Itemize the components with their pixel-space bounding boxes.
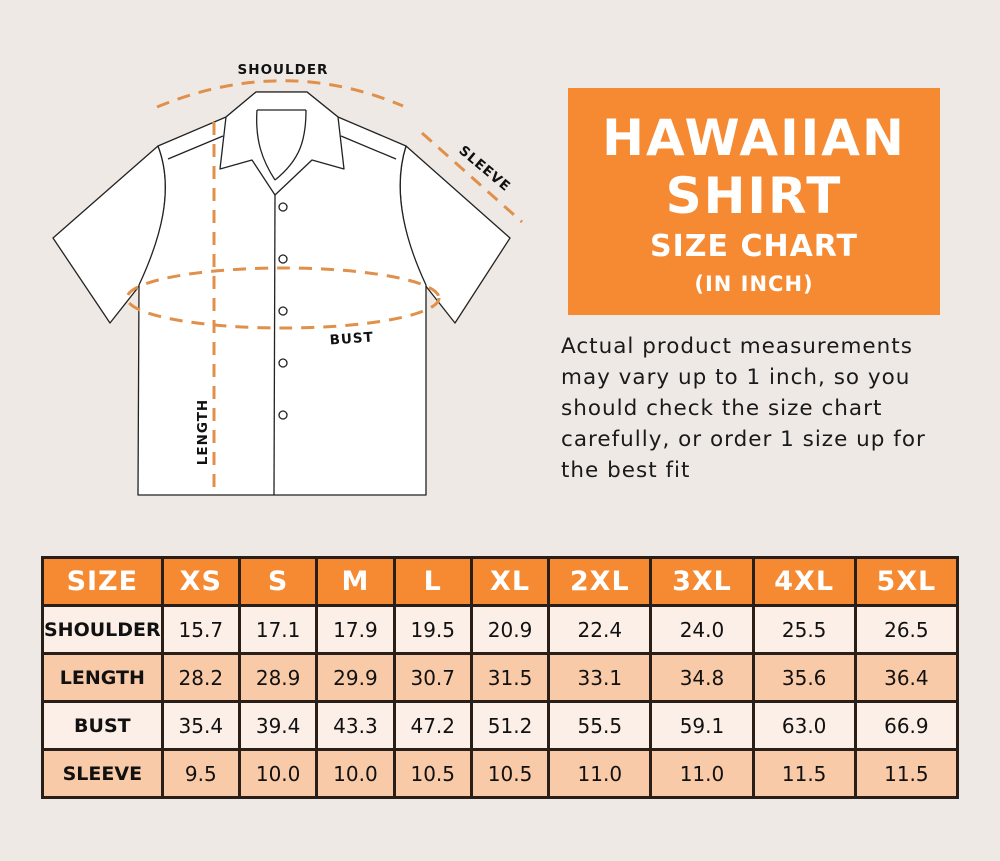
table-cell: 30.7 xyxy=(392,652,473,703)
table-cell: 26.5 xyxy=(853,604,960,655)
header-size-m: M xyxy=(315,556,396,607)
table-cell: 34.8 xyxy=(649,652,755,703)
header-size-5xl: 5XL xyxy=(853,556,960,607)
shoulder-measure-line xyxy=(156,79,404,109)
table-cell: 28.2 xyxy=(160,652,241,703)
note-line: may vary up to 1 inch, so you xyxy=(561,365,911,390)
table-cell: 66.9 xyxy=(853,700,960,751)
table-cell: 17.9 xyxy=(315,604,396,655)
table-cell: 19.5 xyxy=(392,604,473,655)
title-line-2: SHIRT xyxy=(665,167,843,225)
table-cell: 11.0 xyxy=(649,748,755,799)
header-size-4xl: 4XL xyxy=(751,556,857,607)
row-label: SHOULDER xyxy=(41,604,164,655)
table-cell: 55.5 xyxy=(547,700,653,751)
header-size-3xl: 3XL xyxy=(649,556,755,607)
header-size-l: L xyxy=(392,556,473,607)
table-cell: 11.5 xyxy=(853,748,960,799)
table-cell: 63.0 xyxy=(751,700,857,751)
header-size-xl: XL xyxy=(469,556,551,607)
table-cell: 24.0 xyxy=(649,604,755,655)
table-cell: 20.9 xyxy=(469,604,551,655)
table-row-shoulder: SHOULDER 15.7 17.1 17.9 19.5 20.9 22.4 24.0 25.5… xyxy=(41,604,960,655)
table-row-sleeve: SLEEVE 9.5 10.0 10.0 10.5 10.5 11.0 11.0 11.5 11.… xyxy=(41,748,960,799)
note-line: Actual product measurements xyxy=(561,334,913,359)
table-row-bust: BUST 35.4 39.4 43.3 47.2 51.2 55.5 59.1 63.0 66.9 xyxy=(41,700,960,751)
row-label: SLEEVE xyxy=(41,748,164,799)
size-table: SIZE XS S M L XL 2XL 3XL 4XL 5XL SHOULDER 15.7 17.1… xyxy=(41,556,960,799)
table-cell: 33.1 xyxy=(547,652,653,703)
row-label: LENGTH xyxy=(41,652,164,703)
table-cell: 15.7 xyxy=(160,604,241,655)
sleeve-measure-line xyxy=(421,131,523,224)
table-cell: 11.5 xyxy=(751,748,857,799)
table-cell: 47.2 xyxy=(392,700,473,751)
subtitle: SIZE CHART xyxy=(649,229,859,264)
table-cell: 9.5 xyxy=(160,748,241,799)
measurement-note: Actual product measurements may vary up … xyxy=(561,331,926,486)
table-cell: 35.6 xyxy=(751,652,857,703)
unit-label: (IN INCH) xyxy=(694,272,814,296)
table-cell: 10.5 xyxy=(392,748,473,799)
note-line: should check the size chart xyxy=(561,396,883,421)
table-cell: 43.3 xyxy=(315,700,396,751)
table-cell: 10.0 xyxy=(237,748,319,799)
note-line: the best fit xyxy=(561,458,691,483)
table-cell: 39.4 xyxy=(237,700,319,751)
table-cell: 25.5 xyxy=(751,604,857,655)
table-cell: 51.2 xyxy=(469,700,551,751)
table-cell: 17.1 xyxy=(237,604,319,655)
table-row-length: LENGTH 28.2 28.9 29.9 30.7 31.5 33.1 34.8 35.6 36… xyxy=(41,652,960,703)
table-cell: 36.4 xyxy=(853,652,960,703)
note-line: carefully, or order 1 size up for xyxy=(561,427,926,452)
length-label: LENGTH xyxy=(195,399,211,465)
table-cell: 31.5 xyxy=(469,652,551,703)
table-cell: 29.9 xyxy=(315,652,396,703)
table-cell: 59.1 xyxy=(649,700,755,751)
shoulder-label: SHOULDER xyxy=(238,62,329,78)
title-line-1: HAWAIIAN xyxy=(602,109,906,167)
bust-label: BUST xyxy=(329,329,374,348)
table-cell: 11.0 xyxy=(547,748,653,799)
table-cell: 28.9 xyxy=(237,652,319,703)
row-label: BUST xyxy=(41,700,164,751)
shirt-body xyxy=(137,91,427,496)
table-cell: 10.0 xyxy=(315,748,396,799)
buttons xyxy=(278,202,288,420)
title-banner: HAWAIIAN SHIRT SIZE CHART (IN INCH) xyxy=(568,88,940,315)
header-size-s: S xyxy=(237,556,319,607)
bust-measure-line xyxy=(125,266,441,330)
table-header-row: SIZE XS S M L XL 2XL 3XL 4XL 5XL xyxy=(41,556,960,607)
table-cell: 10.5 xyxy=(469,748,551,799)
table-cell: 35.4 xyxy=(160,700,241,751)
header-size-xs: XS xyxy=(160,556,241,607)
table-cell: 22.4 xyxy=(547,604,653,655)
header-size-2xl: 2XL xyxy=(547,556,653,607)
header-size: SIZE xyxy=(41,556,164,607)
